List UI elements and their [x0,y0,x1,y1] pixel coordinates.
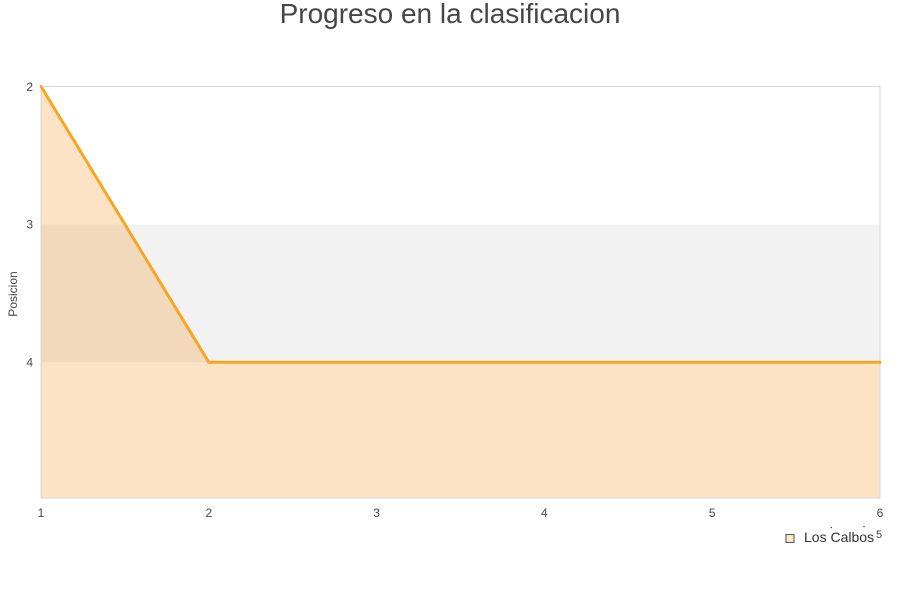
svg-text:Los Calbos: Los Calbos [804,529,874,545]
svg-text:6: 6 [877,506,884,520]
svg-text:4: 4 [541,506,548,520]
svg-text:2: 2 [205,506,212,520]
svg-text:3: 3 [373,506,380,520]
svg-text:3: 3 [26,218,33,232]
svg-text:5: 5 [709,506,716,520]
svg-text:1: 1 [38,506,45,520]
svg-text:5: 5 [876,529,882,541]
svg-text:2: 2 [26,80,33,94]
svg-text:4: 4 [26,356,33,370]
